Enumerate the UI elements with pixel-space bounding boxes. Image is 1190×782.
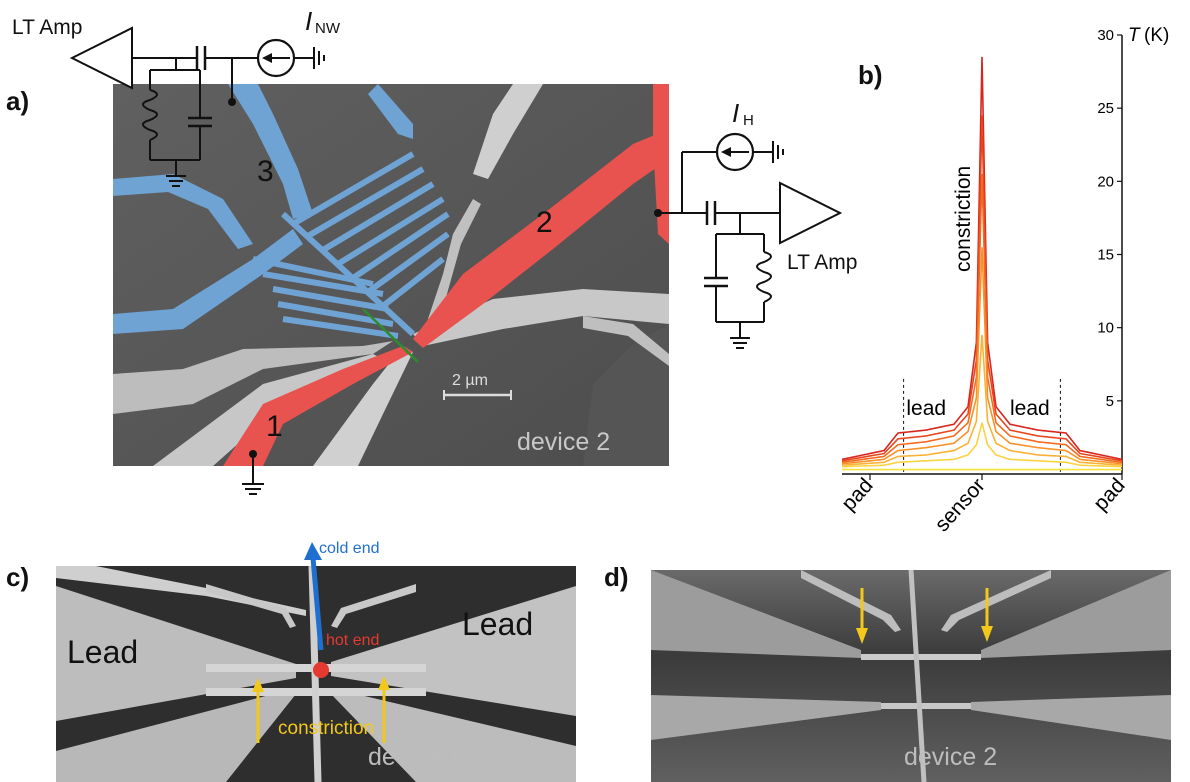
y-tick-label-5: 5	[1106, 393, 1114, 410]
nanowire	[362, 308, 419, 363]
y-axis-label-symbol: T	[1128, 25, 1141, 46]
series-line-0	[841, 56, 1123, 461]
device-label-c: device 1	[368, 743, 462, 771]
panel-c-annotations	[252, 542, 390, 743]
panel-d-label: d)	[604, 562, 629, 592]
lead-label-right-c: Lead	[462, 606, 534, 642]
y-tick-label-15: 15	[1097, 247, 1114, 264]
amp-top-label: LT Amp	[12, 16, 83, 39]
lead-label-left-c: Lead	[67, 634, 139, 670]
amplifier-right-triangle	[779, 181, 843, 245]
lead-number-2: 2	[536, 206, 553, 239]
temperature-profile-chart: 5 10 15 20 25 30 pad sensor pad T (K) constrict…	[837, 25, 1169, 536]
y-tick-label-25: 25	[1097, 100, 1114, 117]
sem-image-d-drawing	[651, 570, 1171, 782]
y-tick-label-30: 30	[1097, 27, 1114, 44]
hot-end-label: hot end	[326, 632, 380, 649]
series-line-2	[841, 173, 1123, 464]
cold-end-arrow-head	[304, 542, 322, 560]
source-top-symbol: I	[305, 6, 313, 36]
amp-right-label: LT Amp	[787, 251, 858, 274]
source-right-symbol: I	[732, 98, 740, 128]
source-top-subscript: NW	[315, 20, 340, 37]
panel-b-label: b)	[858, 60, 883, 90]
y-tick-label-20: 20	[1097, 173, 1114, 190]
lead-number-1: 1	[266, 410, 283, 443]
x-tick-label-pad-0: pad	[837, 474, 878, 515]
sem-image-device-2-d	[651, 570, 1171, 782]
x-tick-label-sensor-1: sensor	[930, 474, 989, 536]
cold-end-label: cold end	[319, 540, 380, 557]
series-line-1	[841, 115, 1123, 462]
y-tick-label-10: 10	[1097, 320, 1114, 337]
source-right-subscript: H	[743, 112, 754, 129]
annotation-constriction: constriction	[952, 166, 975, 272]
sem-image-a-drawing	[113, 84, 669, 466]
hot-end-marker	[313, 662, 329, 678]
lead-number-3: 3	[257, 155, 274, 188]
panel-d-annotations	[856, 588, 993, 644]
scale-bar-label: 2 µm	[452, 372, 488, 389]
series-line-4	[841, 334, 1123, 467]
inductor-right	[756, 251, 772, 303]
inductor-top	[142, 89, 158, 141]
circuit-diagram-a	[69, 26, 843, 495]
panel-c-label: c)	[6, 562, 30, 592]
y-axis-label-unit: (K)	[1144, 25, 1169, 46]
device-label-d: device 2	[904, 743, 998, 771]
sem-image-device-2-a	[113, 84, 669, 466]
annotation-lead-left: lead	[906, 397, 946, 420]
device-label-a: device 2	[517, 428, 611, 456]
annotation-lead-right: lead	[1010, 397, 1050, 420]
series-line-3	[841, 247, 1123, 465]
panel-a-label: a)	[6, 86, 30, 116]
x-tick-label-pad-2: pad	[1089, 474, 1130, 515]
constriction-label-c: constriction	[278, 718, 375, 739]
cold-end-arrow-shaft	[310, 557, 324, 651]
series-line-5	[841, 422, 1123, 468]
